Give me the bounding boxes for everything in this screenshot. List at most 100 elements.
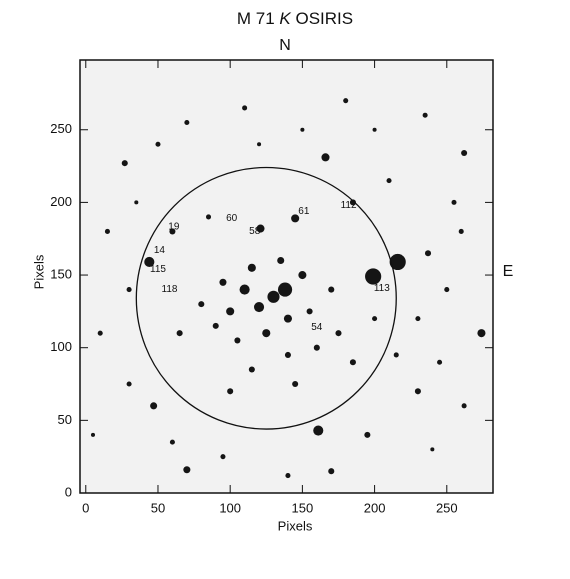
star [393, 352, 399, 358]
star-label: 61 [298, 206, 310, 217]
star-label: 54 [311, 322, 323, 333]
star [458, 228, 464, 234]
star [430, 447, 435, 452]
star [247, 263, 256, 272]
y-tick-label: 50 [58, 412, 72, 427]
star [313, 425, 324, 436]
star [349, 199, 356, 206]
star-label: 112 [341, 200, 357, 211]
x-tick-label: 200 [364, 500, 386, 515]
x-tick-label: 150 [292, 500, 314, 515]
star [126, 381, 132, 387]
star [284, 351, 291, 358]
star [291, 214, 300, 223]
star [104, 228, 110, 234]
title-part: K [279, 9, 291, 28]
star [285, 473, 291, 479]
star [239, 284, 250, 295]
chart-title: M 71 K OSIRIS [237, 9, 353, 28]
star [176, 330, 183, 337]
y-tick-label: 100 [50, 339, 72, 354]
east-label: E [503, 263, 514, 280]
star [226, 307, 235, 316]
star-label: 19 [168, 222, 180, 233]
star [121, 160, 128, 167]
star [234, 337, 241, 344]
aperture-circle [135, 166, 397, 430]
x-tick-label: 100 [219, 500, 241, 515]
title-part: M 71 [237, 9, 275, 28]
star [184, 119, 190, 126]
x-tick-label: 50 [151, 500, 165, 515]
star [328, 286, 335, 293]
star [183, 466, 191, 474]
star-label: 118 [162, 284, 178, 295]
star [461, 403, 467, 409]
star [365, 268, 382, 285]
star-label: 113 [374, 283, 390, 294]
star [219, 278, 227, 286]
x-tick-label: 0 [82, 500, 89, 515]
star [205, 214, 212, 220]
star [415, 316, 421, 322]
star [277, 282, 293, 297]
star [437, 359, 443, 365]
star-label: 115 [150, 264, 166, 275]
star [126, 287, 132, 293]
star [155, 141, 161, 147]
star [257, 142, 262, 147]
star [386, 178, 392, 184]
star [292, 380, 299, 388]
star [298, 271, 307, 280]
star [220, 454, 226, 460]
star [97, 330, 103, 336]
star [461, 149, 468, 157]
star [422, 112, 428, 118]
image-background [80, 60, 493, 493]
star [306, 308, 313, 315]
star [343, 98, 349, 104]
y-axis-label: Pixels [31, 254, 46, 289]
title-part: OSIRIS [295, 9, 353, 28]
star-label: 14 [154, 245, 166, 256]
y-tick-label: 0 [65, 484, 72, 499]
y-tick-label: 200 [50, 194, 72, 209]
x-axis-label: Pixels [278, 518, 313, 533]
star [335, 330, 342, 337]
star [372, 316, 378, 322]
star [212, 322, 219, 329]
x-tick-label: 250 [436, 500, 458, 515]
star [90, 432, 96, 437]
star [227, 388, 234, 395]
star [248, 366, 255, 373]
star [372, 127, 377, 132]
star [134, 200, 139, 205]
star [321, 153, 330, 162]
plot-frame [79, 59, 494, 494]
star [364, 431, 371, 438]
star [451, 199, 457, 205]
y-tick-label: 250 [50, 121, 72, 136]
star [150, 402, 158, 410]
star [144, 256, 155, 268]
star [242, 105, 248, 111]
star [262, 329, 271, 338]
star [444, 287, 450, 293]
star [254, 301, 265, 313]
star [349, 359, 356, 366]
star [300, 127, 305, 132]
star [424, 250, 432, 257]
north-label: N [279, 37, 291, 54]
star [256, 224, 265, 233]
star [328, 468, 335, 475]
star [169, 439, 175, 445]
star [389, 253, 406, 271]
star [313, 344, 320, 351]
star [477, 329, 486, 338]
star [169, 228, 176, 235]
star [414, 388, 421, 395]
star [277, 256, 285, 265]
star [267, 290, 280, 303]
star [283, 314, 292, 323]
